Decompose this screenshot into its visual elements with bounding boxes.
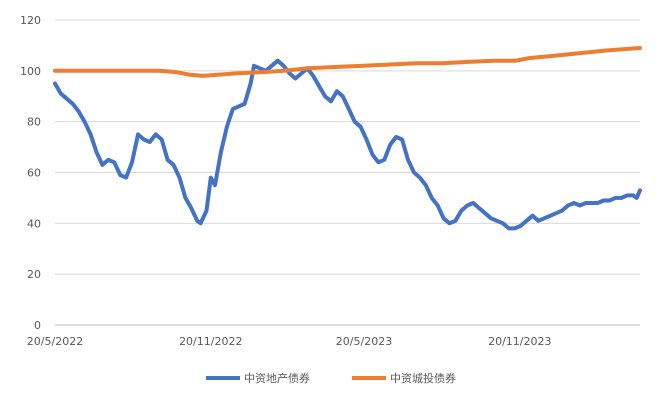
y-tick-label: 20 <box>27 268 41 281</box>
legend-label-1: 中资城投债券 <box>390 371 456 385</box>
x-tick-label: 20/5/2023 <box>336 335 392 348</box>
legend-label-0: 中资地产债券 <box>244 371 310 385</box>
x-tick-label: 20/11/2022 <box>179 335 242 348</box>
y-tick-label: 80 <box>27 116 41 129</box>
series-line-0 <box>53 58 642 231</box>
series-line-1 <box>53 46 642 78</box>
x-axis: 20/5/2022 20/11/2022 20/5/2023 20/11/2023 <box>27 324 640 348</box>
x-tick-label: 20/5/2022 <box>27 335 83 348</box>
y-tick-label: 40 <box>27 217 41 230</box>
legend: 中资地产债券 中资城投债券 <box>206 371 456 385</box>
y-axis-ticks: 0 20 40 60 80 100 120 <box>20 14 41 332</box>
y-tick-label: 0 <box>34 319 41 332</box>
y-tick-label: 100 <box>20 65 41 78</box>
series-lines <box>53 46 642 231</box>
x-tick-label: 20/11/2023 <box>488 335 551 348</box>
y-tick-label: 120 <box>20 14 41 27</box>
y-tick-label: 60 <box>27 167 41 180</box>
